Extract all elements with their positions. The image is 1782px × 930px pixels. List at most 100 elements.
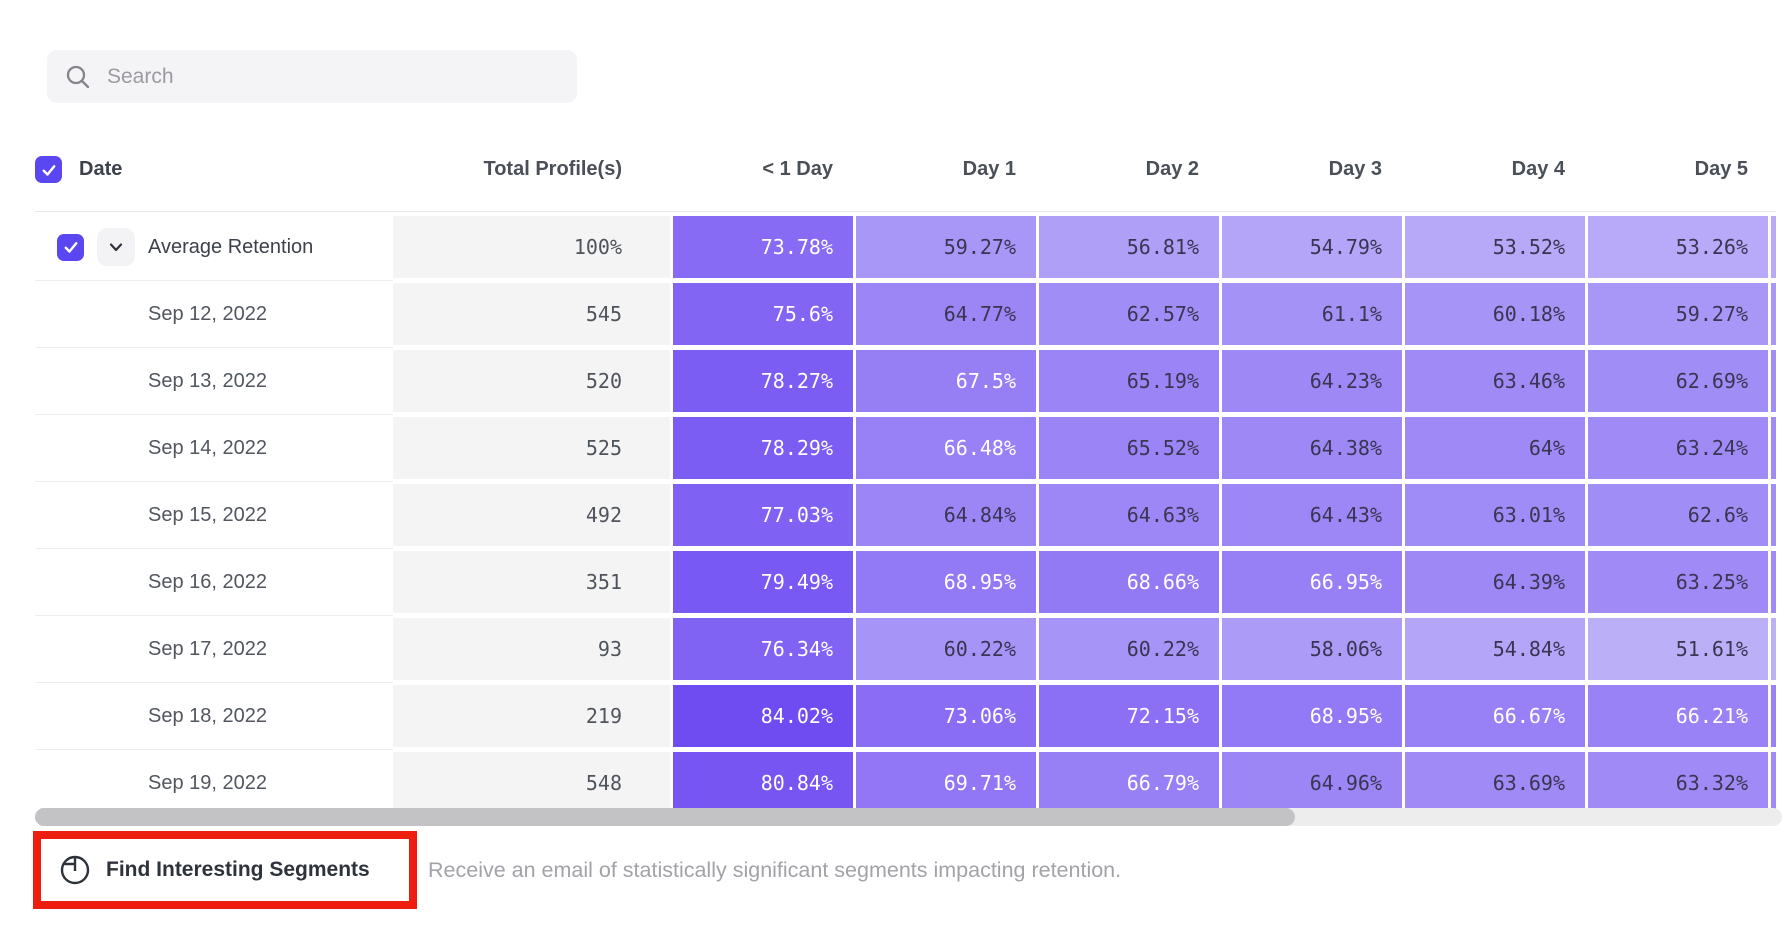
total-profiles-cell: 548 <box>393 752 670 814</box>
row-label: Average Retention <box>148 235 314 258</box>
row-label-cell: Sep 13, 2022 <box>35 350 390 412</box>
retention-cell-day-3: 68.95% <box>1222 685 1402 747</box>
footer-description: Receive an email of statistically signif… <box>428 857 1122 882</box>
retention-cell-day-0: 77.03% <box>673 484 853 546</box>
total-profiles-cell: 525 <box>393 417 670 479</box>
retention-cell-day-1: 64.84% <box>856 484 1036 546</box>
clipped-next-column-sliver <box>1771 283 1776 345</box>
row-date-label: Sep 18, 2022 <box>148 704 267 727</box>
checkmark-icon <box>64 242 77 253</box>
day-column-header-1: Day 1 <box>962 158 1016 180</box>
retention-cell-day-5: 62.6% <box>1588 484 1768 546</box>
find-interesting-segments-label: Find Interesting Segments <box>106 858 370 881</box>
row-date-label: Sep 13, 2022 <box>148 369 267 392</box>
clipped-next-column-sliver <box>1771 618 1776 680</box>
retention-cell-day-4: 54.84% <box>1405 618 1585 680</box>
row-label-cell: Average Retention <box>35 216 390 278</box>
retention-cell-day-0: 78.27% <box>673 350 853 412</box>
clipped-next-column-sliver <box>1771 484 1776 546</box>
retention-cell-day-3: 61.1% <box>1222 283 1402 345</box>
retention-cell-day-0: 84.02% <box>673 685 853 747</box>
retention-cell-day-3: 64.38% <box>1222 417 1402 479</box>
retention-cell-day-3: 64.43% <box>1222 484 1402 546</box>
total-profiles-cell: 545 <box>393 283 670 345</box>
retention-cell-day-5: 62.69% <box>1588 350 1768 412</box>
retention-cell-day-2: 65.19% <box>1039 350 1219 412</box>
retention-cell-day-4: 63.01% <box>1405 484 1585 546</box>
retention-cell-day-0: 75.6% <box>673 283 853 345</box>
table-row: Sep 19, 2022 548 80.84% 69.71% 66.79% 64.96% 6… <box>35 752 1776 817</box>
retention-cell-day-0: 73.78% <box>673 216 853 278</box>
segment-circle-icon <box>60 855 90 885</box>
expand-row-button[interactable] <box>97 228 135 266</box>
footer-section: Find Interesting Segments Receive an ema… <box>0 831 1782 909</box>
search-input[interactable] <box>107 64 559 89</box>
clipped-next-column-sliver <box>1771 551 1776 613</box>
row-date-label: Sep 14, 2022 <box>148 436 267 459</box>
clipped-next-column-sliver <box>1771 350 1776 412</box>
find-interesting-segments-button[interactable]: Find Interesting Segments <box>33 831 417 909</box>
retention-cell-day-5: 66.21% <box>1588 685 1768 747</box>
average-row-checkbox[interactable] <box>57 233 84 261</box>
retention-cell-day-0: 78.29% <box>673 417 853 479</box>
row-label-cell: Sep 15, 2022 <box>35 484 390 546</box>
retention-cell-day-1: 66.48% <box>856 417 1036 479</box>
horizontal-scrollbar-track[interactable] <box>35 808 1782 826</box>
date-header-cell: Date <box>35 156 390 183</box>
table-body: Average Retention 100% 73.78% 59.27% 56.81% 5… <box>35 216 1776 819</box>
retention-cell-day-4: 66.67% <box>1405 685 1585 747</box>
total-profiles-column-header: Total Profile(s) <box>483 158 622 180</box>
table-row: Sep 15, 2022 492 77.03% 64.84% 64.63% 64.43% 6… <box>35 484 1776 549</box>
row-label-cell: Sep 17, 2022 <box>35 618 390 680</box>
retention-cell-day-2: 62.57% <box>1039 283 1219 345</box>
checkmark-icon <box>42 164 55 176</box>
retention-cell-day-5: 63.24% <box>1588 417 1768 479</box>
retention-cell-day-3: 66.95% <box>1222 551 1402 613</box>
select-all-checkbox[interactable] <box>35 156 62 183</box>
search-bar <box>47 50 577 103</box>
retention-cell-day-5: 63.25% <box>1588 551 1768 613</box>
row-label-cell: Sep 12, 2022 <box>35 283 390 345</box>
retention-cell-day-1: 69.71% <box>856 752 1036 814</box>
row-label-cell: Sep 19, 2022 <box>35 752 390 814</box>
retention-cell-day-2: 64.63% <box>1039 484 1219 546</box>
retention-cell-day-5: 63.32% <box>1588 752 1768 814</box>
average-retention-row: Average Retention 100% 73.78% 59.27% 56.81% 5… <box>35 216 1776 281</box>
retention-cell-day-3: 58.06% <box>1222 618 1402 680</box>
retention-cell-day-1: 67.5% <box>856 350 1036 412</box>
retention-cell-day-1: 73.06% <box>856 685 1036 747</box>
day-column-header-3: Day 3 <box>1328 158 1382 180</box>
total-profiles-cell: 492 <box>393 484 670 546</box>
retention-cell-day-4: 60.18% <box>1405 283 1585 345</box>
row-label-cell: Sep 18, 2022 <box>35 685 390 747</box>
chevron-down-icon <box>109 243 123 252</box>
retention-cell-day-2: 60.22% <box>1039 618 1219 680</box>
table-row: Sep 17, 2022 93 76.34% 60.22% 60.22% 58.06% 54… <box>35 618 1776 683</box>
retention-cell-day-2: 66.79% <box>1039 752 1219 814</box>
retention-cell-day-0: 80.84% <box>673 752 853 814</box>
clipped-next-column-sliver <box>1771 417 1776 479</box>
retention-cell-day-4: 63.46% <box>1405 350 1585 412</box>
clipped-next-column-sliver <box>1771 752 1776 814</box>
retention-cell-day-4: 63.69% <box>1405 752 1585 814</box>
table-row: Sep 14, 2022 525 78.29% 66.48% 65.52% 64.38% 6… <box>35 417 1776 482</box>
table-row: Sep 12, 2022 545 75.6% 64.77% 62.57% 61.1% 60.… <box>35 283 1776 348</box>
total-profiles-cell: 219 <box>393 685 670 747</box>
retention-cell-day-2: 65.52% <box>1039 417 1219 479</box>
total-profiles-cell: 100% <box>393 216 670 278</box>
retention-cell-day-5: 59.27% <box>1588 283 1768 345</box>
retention-cell-day-1: 60.22% <box>856 618 1036 680</box>
row-label-cell: Sep 14, 2022 <box>35 417 390 479</box>
retention-cell-day-1: 59.27% <box>856 216 1036 278</box>
retention-cell-day-3: 54.79% <box>1222 216 1402 278</box>
row-label-cell: Sep 16, 2022 <box>35 551 390 613</box>
row-date-label: Sep 19, 2022 <box>148 771 267 794</box>
retention-cell-day-0: 79.49% <box>673 551 853 613</box>
retention-cell-day-2: 56.81% <box>1039 216 1219 278</box>
horizontal-scrollbar-thumb[interactable] <box>35 808 1295 826</box>
row-date-label: Sep 15, 2022 <box>148 503 267 526</box>
total-profiles-cell: 351 <box>393 551 670 613</box>
row-date-label: Sep 17, 2022 <box>148 637 267 660</box>
retention-cell-day-4: 53.52% <box>1405 216 1585 278</box>
clipped-next-column-sliver <box>1771 685 1776 747</box>
